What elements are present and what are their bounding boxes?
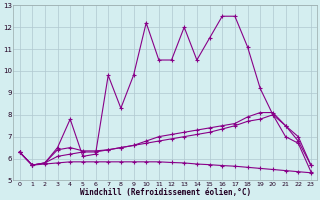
X-axis label: Windchill (Refroidissement éolien,°C): Windchill (Refroidissement éolien,°C) bbox=[80, 188, 251, 197]
